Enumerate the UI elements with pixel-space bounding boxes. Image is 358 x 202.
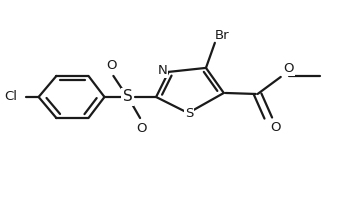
Text: S: S — [185, 106, 193, 120]
Text: Br: Br — [215, 29, 229, 42]
Text: Cl: Cl — [4, 90, 17, 103]
Text: N: N — [157, 64, 167, 77]
Text: O: O — [106, 59, 117, 72]
Text: S: S — [123, 89, 132, 104]
Text: O: O — [270, 121, 281, 134]
Text: O: O — [137, 122, 147, 135]
Text: O: O — [283, 62, 294, 75]
